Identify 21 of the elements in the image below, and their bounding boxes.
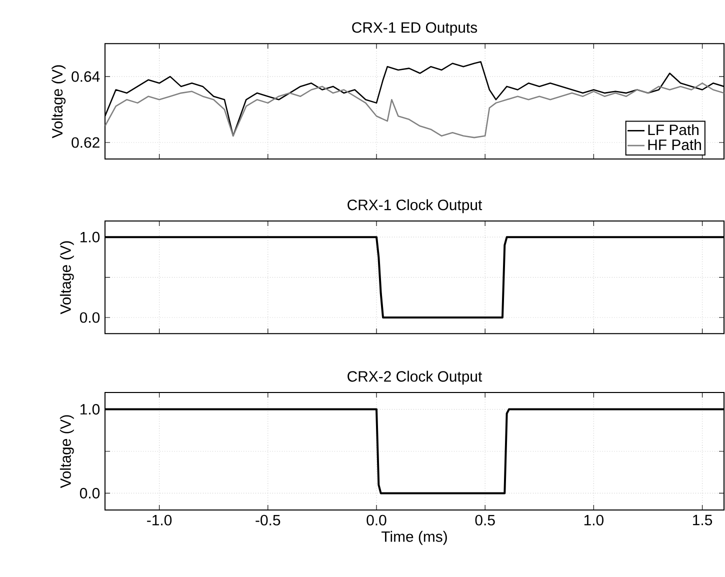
y-tick-label: 1.0 bbox=[80, 404, 100, 415]
x-tick-label: -0.5 bbox=[256, 514, 280, 526]
chart-title: CRX-2 Clock Output bbox=[348, 370, 482, 385]
x-tick-label: 1.5 bbox=[693, 514, 712, 526]
chart-title: CRX-1 ED Outputs bbox=[352, 22, 478, 36]
y-tick-label: 1.0 bbox=[80, 232, 100, 242]
legend-label: HF Path bbox=[648, 139, 701, 150]
legend-label: LF Path bbox=[648, 124, 698, 136]
x-tick-label: 0.5 bbox=[475, 514, 495, 526]
x-axis-title: Time (ms) bbox=[381, 530, 447, 545]
y-axis-title: Voltage (V) bbox=[60, 415, 74, 488]
x-tick-label: 0.0 bbox=[366, 514, 386, 526]
y-axis-title: Voltage (V) bbox=[60, 241, 74, 314]
x-tick-label: -1.0 bbox=[147, 514, 172, 526]
y-axis-title: Voltage (V) bbox=[52, 65, 66, 138]
x-tick-label: 1.0 bbox=[584, 514, 604, 526]
y-tick-label: 0.62 bbox=[72, 137, 100, 148]
y-tick-label: 0.0 bbox=[80, 488, 100, 498]
y-tick-label: 0.0 bbox=[80, 312, 100, 323]
chart-title: CRX-1 Clock Output bbox=[348, 199, 482, 214]
y-tick-label: 0.64 bbox=[72, 71, 100, 82]
